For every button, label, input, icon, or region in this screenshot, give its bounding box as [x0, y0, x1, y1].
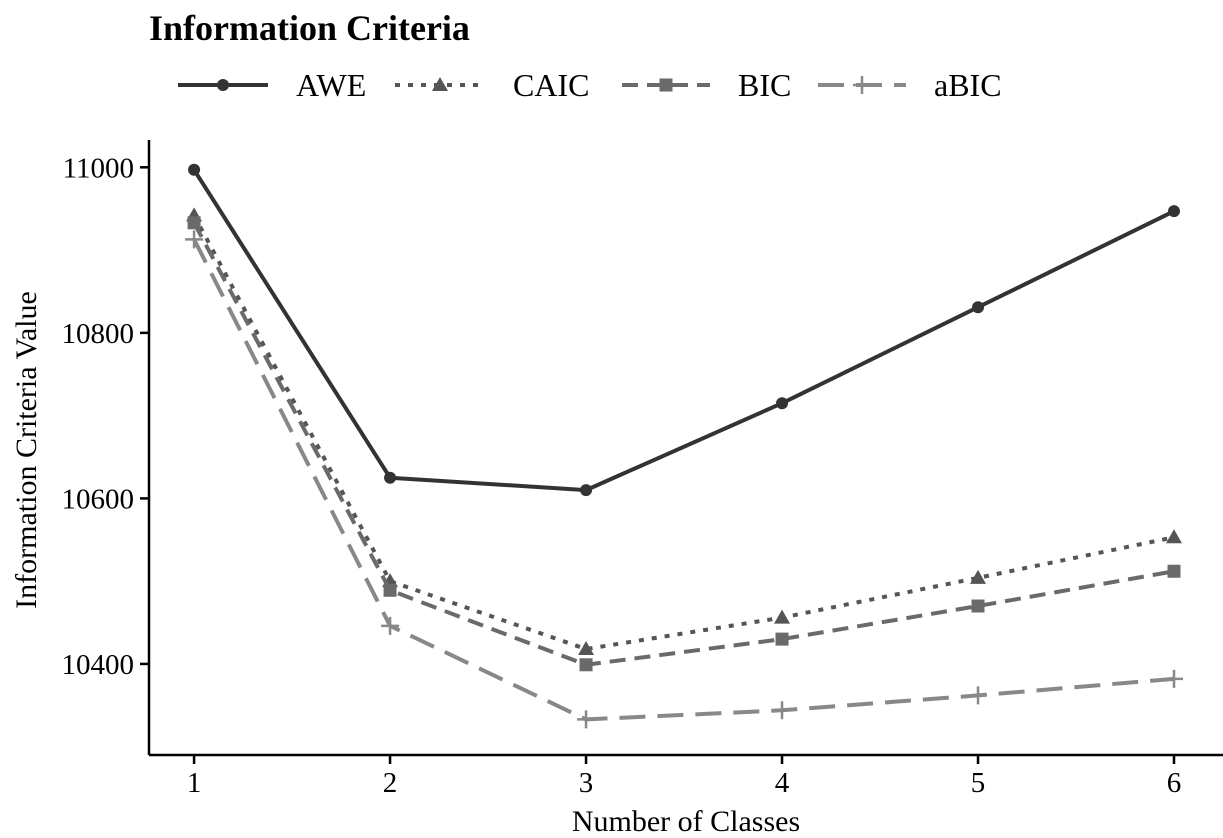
data-point-bic — [775, 632, 789, 646]
series-line-awe — [192, 168, 1175, 493]
plot-area — [185, 163, 1183, 729]
y-tick-label: 10600 — [62, 483, 135, 515]
legend-label: AWE — [296, 67, 366, 103]
legend: AWE CAIC BIC aBIC — [178, 67, 1002, 103]
legend-item-bic: BIC — [622, 67, 791, 103]
data-point-abic — [1165, 669, 1183, 688]
data-point-awe — [972, 301, 985, 314]
series-line-caic — [192, 214, 1175, 652]
chart-title: Information Criteria — [149, 8, 470, 48]
legend-label: CAIC — [513, 67, 589, 103]
data-point-caic — [774, 609, 791, 624]
data-point-bic — [187, 216, 201, 230]
x-axis-title: Number of Classes — [572, 805, 800, 838]
data-point-caic — [1166, 529, 1183, 544]
y-tick-label: 10800 — [62, 318, 135, 350]
legend-item-caic: CAIC — [395, 67, 589, 103]
data-point-awe — [188, 163, 201, 176]
data-point-bic — [383, 583, 397, 597]
data-point-awe — [776, 397, 789, 410]
legend-marker-abic — [853, 76, 871, 94]
legend-label: aBIC — [934, 67, 1002, 103]
data-point-caic — [970, 569, 987, 584]
series-caic — [186, 207, 1183, 656]
data-point-abic — [381, 616, 400, 635]
data-point-caic — [578, 641, 595, 656]
series-abic — [185, 230, 1183, 729]
y-tick-label: 11000 — [63, 152, 134, 184]
series-line-bic — [192, 221, 1175, 667]
x-tick-label: 1 — [187, 767, 202, 799]
legend-item-awe: AWE — [178, 67, 366, 103]
y-axis-title: Information Criteria Value — [10, 291, 43, 609]
data-point-bic — [1167, 564, 1181, 578]
y-tick-label: 10400 — [62, 649, 135, 681]
x-tick-label: 3 — [579, 767, 594, 799]
series-awe — [188, 163, 1181, 497]
x-tick-label: 4 — [775, 767, 790, 799]
x-tick-label: 5 — [971, 767, 986, 799]
series-line-abic — [192, 238, 1175, 722]
legend-marker-bic — [659, 78, 673, 92]
data-point-abic — [773, 701, 792, 720]
data-point-abic — [577, 710, 596, 729]
legend-marker-caic — [432, 77, 448, 91]
data-point-bic — [971, 599, 985, 613]
axes: 1 2 3 4 5 6 10400 10600 10800 11000 — [62, 140, 1223, 799]
data-point-awe — [384, 471, 397, 484]
x-tick-label: 6 — [1167, 767, 1182, 799]
data-point-awe — [580, 484, 593, 497]
legend-label: BIC — [738, 67, 791, 103]
data-point-abic — [969, 686, 988, 705]
data-point-abic — [185, 230, 204, 249]
x-tick-label: 2 — [383, 767, 398, 799]
data-point-bic — [579, 658, 593, 672]
legend-marker-awe — [217, 79, 229, 91]
legend-item-abic: aBIC — [818, 67, 1002, 103]
data-point-awe — [1168, 205, 1181, 218]
series-bic — [187, 216, 1181, 672]
